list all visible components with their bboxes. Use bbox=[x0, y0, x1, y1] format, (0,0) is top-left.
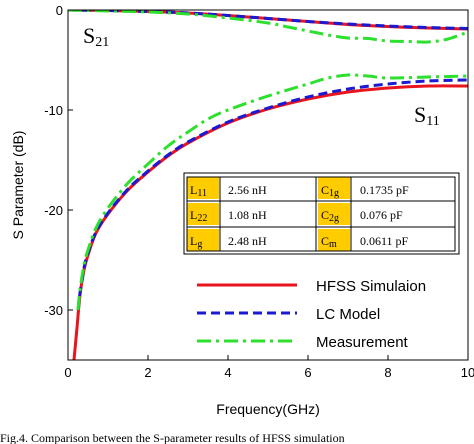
curves-layer bbox=[68, 10, 468, 360]
parameter-table: L11 2.56 nH C1g 0.1735 pF L22 1.08 nH C2… bbox=[183, 172, 460, 255]
x-tick-label: 6 bbox=[304, 365, 311, 380]
x-tick-label: 2 bbox=[144, 365, 151, 380]
legend-label-measurement: Measurement bbox=[316, 334, 409, 351]
x-tick-label: 4 bbox=[224, 365, 231, 380]
y-tick-label: -10 bbox=[44, 103, 63, 118]
ticks-layer: 0 2 4 6 8 10 0 -10 -20 -30 bbox=[44, 3, 474, 380]
table-label-l22: L22 bbox=[190, 208, 207, 224]
y-axis-label: S Parameter (dB) bbox=[10, 131, 26, 240]
series-measurement-s11-line bbox=[76, 73, 468, 311]
legend-label-hfss: HFSS Simulaion bbox=[316, 278, 426, 295]
annotation-s21: S21 bbox=[83, 23, 109, 50]
annotation-s11-sub: 11 bbox=[426, 114, 439, 129]
table-value-l11: 2.56 nH bbox=[228, 183, 267, 197]
series-lc-model-s11-line bbox=[76, 78, 468, 311]
series-lc-model-s21-line bbox=[68, 10, 468, 30]
table-value-l22: 1.08 nH bbox=[228, 208, 267, 222]
y-tick-label: 0 bbox=[56, 3, 63, 18]
annotation-s21-sub: 21 bbox=[95, 35, 109, 50]
y-tick-label: -30 bbox=[44, 303, 63, 318]
table-label-c1g: C1g bbox=[321, 183, 339, 199]
table-value-c2g: 0.076 pF bbox=[360, 208, 403, 222]
x-axis-label: Frequency(GHz) bbox=[216, 401, 319, 417]
table-label-cm: Cm bbox=[321, 234, 337, 250]
annotation-s21-main: S bbox=[83, 23, 95, 48]
annotation-s11-main: S bbox=[414, 102, 426, 127]
legend: HFSS Simulaion LC Model Measurement bbox=[197, 278, 426, 351]
x-tick-label: 0 bbox=[64, 365, 71, 380]
table-label-lg: Lg bbox=[190, 234, 202, 250]
plot-frame bbox=[67, 9, 469, 361]
legend-label-lc: LC Model bbox=[316, 306, 380, 323]
table-label-l11: L11 bbox=[190, 183, 207, 199]
table-value-c1g: 0.1735 pF bbox=[360, 183, 409, 197]
table-value-cm: 0.0611 pF bbox=[360, 234, 409, 248]
table-value-lg: 2.48 nH bbox=[228, 234, 267, 248]
series-measurement-s21-line bbox=[68, 10, 468, 44]
annotation-s11: S11 bbox=[414, 102, 440, 129]
x-tick-label: 10 bbox=[461, 365, 474, 380]
y-tick-label: -20 bbox=[44, 203, 63, 218]
x-tick-label: 8 bbox=[384, 365, 391, 380]
table-label-c2g: C2g bbox=[321, 208, 339, 224]
figure-caption: Fig.4. Comparison between the S-paramete… bbox=[0, 431, 345, 444]
